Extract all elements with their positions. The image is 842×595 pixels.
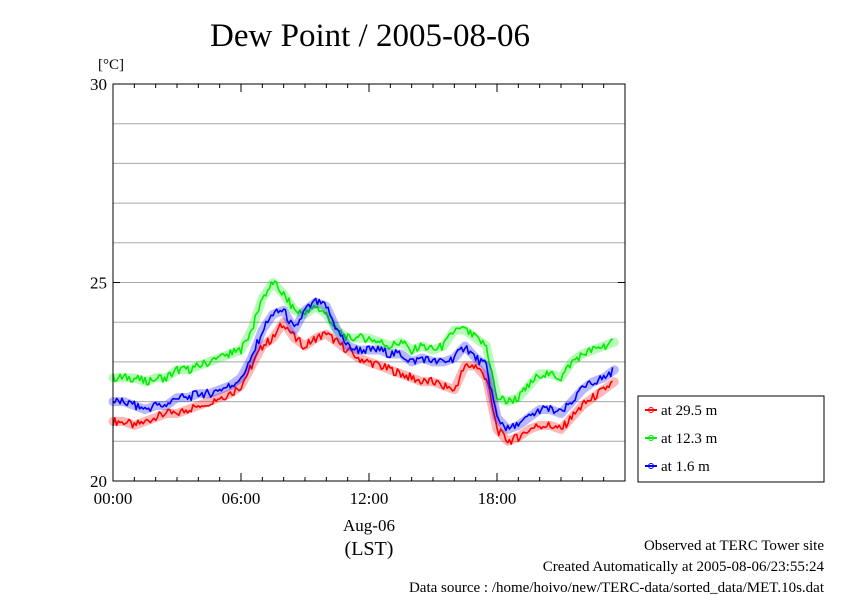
x-tick-label: 00:00 [94, 489, 133, 508]
legend-box [637, 395, 825, 483]
series-band [108, 278, 619, 407]
x-axis-date-label: Aug-06 [343, 516, 395, 535]
x-tick-label: 06:00 [222, 489, 261, 508]
gridlines [113, 123, 625, 442]
legend-label: at 1.6 m [661, 459, 710, 475]
legend: at 29.5 m at 12.3 m at 1.6 m [637, 395, 825, 483]
y-axis-ticks: 20 25 30 [90, 75, 625, 491]
x-tick-label: 12:00 [350, 489, 389, 508]
legend-label: at 12.3 m [661, 431, 718, 447]
y-axis-unit-label: [°C] [98, 57, 124, 73]
series-line [112, 322, 614, 445]
y-tick-label: 20 [90, 472, 107, 491]
legend-marker [648, 407, 654, 413]
legend-label: at 29.5 m [661, 403, 718, 419]
footer-observed: Observed at TERC Tower site [644, 538, 824, 554]
footer-data-source: Data source : /home/hoivo/new/TERC-data/… [409, 580, 825, 595]
footer-created: Created Automatically at 2005-08-06/23:5… [543, 559, 825, 575]
x-tick-label: 18:00 [478, 489, 517, 508]
x-axis-ticks: 00:00 06:00 12:00 18:00 [94, 84, 626, 508]
x-axis-timezone-label: (LST) [345, 538, 394, 560]
chart-title: Dew Point / 2005-08-06 [210, 18, 530, 54]
series-lines [108, 278, 619, 446]
series-line [112, 280, 614, 405]
legend-marker [648, 435, 654, 441]
legend-marker [648, 463, 654, 469]
y-tick-label: 30 [90, 75, 107, 94]
series-line [112, 297, 614, 432]
y-tick-label: 25 [90, 274, 107, 293]
